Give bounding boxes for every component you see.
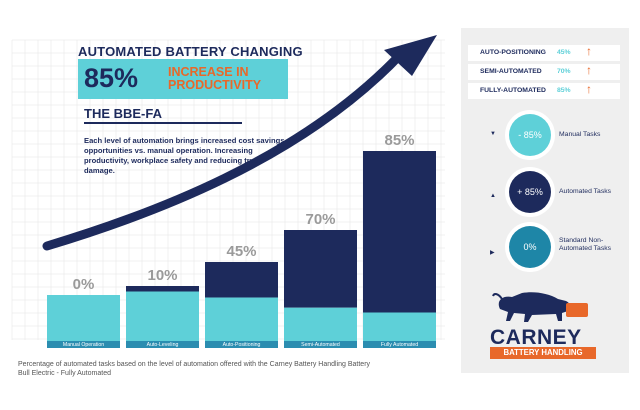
bar-automated-1: [126, 286, 199, 292]
circle-value: 0%: [509, 226, 551, 268]
stat-label: SEMI-AUTOMATED: [480, 68, 542, 75]
data-label-1: 10%: [147, 267, 177, 284]
category-label-4: Fully Automated: [381, 342, 418, 348]
footnote-line-1: Percentage of automated tasks based on t…: [18, 361, 371, 368]
bar-automated-4: [363, 151, 436, 313]
category-strip-2: [205, 341, 278, 348]
growth-arrow-shaft: [42, 50, 405, 251]
stat-row-fully-automated: FULLY-AUTOMATED 85% ↑: [468, 82, 620, 99]
growth-arrow-head: [384, 35, 437, 76]
category-label-1: Auto-Leveling: [147, 342, 179, 348]
product-underline: [84, 122, 242, 124]
hero-box: [78, 59, 288, 99]
stat-label: AUTO-POSITIONING: [480, 49, 546, 56]
stat-label: FULLY-AUTOMATED: [480, 87, 546, 94]
stat-row-semi-automated: SEMI-AUTOMATED 70% ↑: [468, 63, 620, 80]
stat-value: 70%: [557, 68, 571, 75]
data-label-0: 0%: [73, 276, 95, 293]
bar-manual-3: [284, 307, 357, 341]
data-label-3: 70%: [305, 211, 335, 228]
category-label-2: Auto-Positioning: [223, 342, 261, 348]
product-name: THE BBE-FA: [84, 106, 162, 121]
bar-manual-4: [363, 312, 436, 341]
data-label-4: 85%: [384, 132, 414, 149]
product-description: Each level of automation brings increase…: [84, 136, 285, 175]
circle-standard-tasks: 0%: [505, 222, 555, 272]
bar-manual-1: [126, 291, 199, 341]
circle-value: + 85%: [509, 171, 551, 213]
up-arrow-icon: ↑: [586, 44, 592, 58]
bar-manual-2: [205, 297, 278, 341]
category-strip-3: [284, 341, 357, 348]
stat-value: 45%: [557, 49, 571, 56]
logo-tagline: BATTERY HANDLING: [490, 347, 596, 359]
hero-value: 85%: [84, 63, 139, 93]
growth-arrow: [42, 35, 437, 251]
up-arrow-icon: ↑: [586, 63, 592, 77]
category-label-3: Semi-Automated: [301, 342, 340, 348]
category-strip-4: [363, 341, 436, 348]
logo-wordmark: CARNEY: [490, 326, 582, 349]
footnote-line-2: Bull Electric - Fully Automated: [18, 370, 111, 377]
data-label-2: 45%: [226, 243, 256, 260]
up-arrow-icon: ↑: [586, 82, 592, 96]
up-triangle-icon: ▲: [490, 193, 496, 199]
circle-value: - 85%: [509, 114, 551, 156]
footnote: Percentage of automated tasks based on t…: [18, 360, 438, 378]
hero-text: INCREASE IN PRODUCTIVITY: [168, 65, 262, 92]
bar-automated-3: [284, 230, 357, 308]
down-triangle-icon: ▼: [490, 131, 496, 137]
stat-row-auto-positioning: AUTO-POSITIONING 45% ↑: [468, 44, 620, 61]
bull-logo-icon: [492, 292, 588, 322]
circle-caption: Automated Tasks: [559, 188, 612, 195]
category-label-0: Manual Operation: [63, 342, 104, 348]
chart-bars: Manual Operation 0% Auto-Leveling 10% Auto-P…: [47, 132, 436, 348]
bar-automated-2: [205, 262, 278, 298]
right-triangle-icon: ▶: [490, 250, 495, 256]
circle-manual-tasks: - 85%: [505, 110, 555, 160]
circle-caption: Manual Tasks: [559, 131, 601, 138]
category-strip-0: [47, 341, 120, 348]
stat-value: 85%: [557, 87, 571, 94]
bar-manual-0: [47, 295, 120, 341]
circle-automated-tasks: + 85%: [505, 167, 555, 217]
category-strip-1: [126, 341, 199, 348]
headline: AUTOMATED BATTERY CHANGING: [78, 44, 303, 59]
circle-caption: Standard Non-Automated Tasks: [559, 237, 612, 252]
